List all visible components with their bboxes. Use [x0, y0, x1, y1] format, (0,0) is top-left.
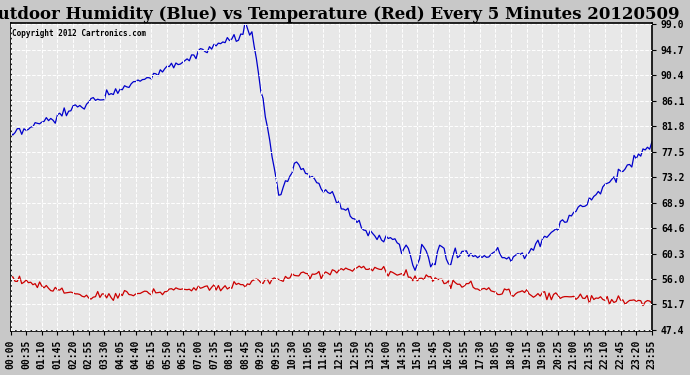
Title: Outdoor Humidity (Blue) vs Temperature (Red) Every 5 Minutes 20120509: Outdoor Humidity (Blue) vs Temperature (… — [0, 6, 680, 22]
Text: Copyright 2012 Cartronics.com: Copyright 2012 Cartronics.com — [12, 29, 146, 38]
